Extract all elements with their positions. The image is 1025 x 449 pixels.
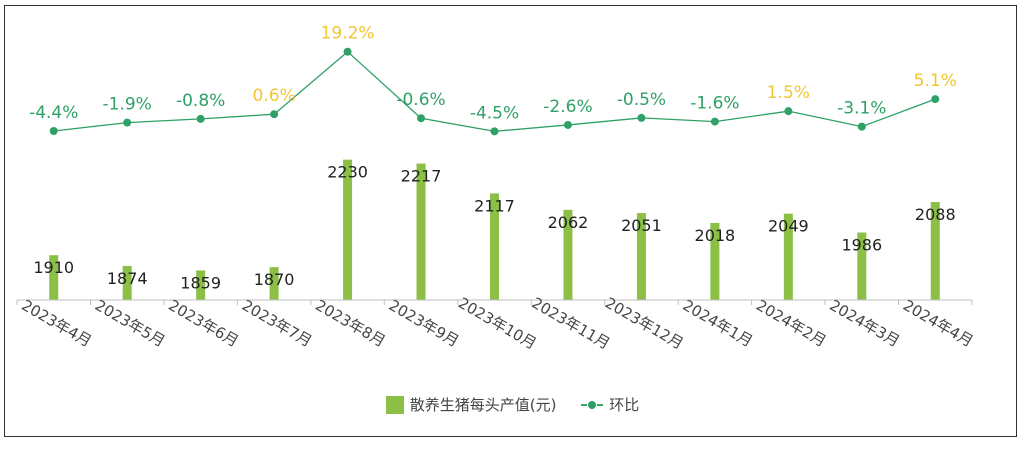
bar-value-label-9: 2051 [621,216,662,235]
line-value-label-1: -4.4% [29,103,78,123]
bar-10[interactable] [710,222,720,300]
line-point-3[interactable] [196,114,205,123]
line-point-4[interactable] [270,110,279,119]
line-value-label-3: -0.8% [176,91,225,111]
bar-2[interactable] [122,265,132,300]
bar-value-label-12: 1986 [841,236,882,255]
line-point-6[interactable] [417,114,426,123]
x-tick-label-2: 2023年5月 [92,296,168,350]
legend-item-line[interactable]: 环比 [581,394,639,415]
line-value-label-6: -0.6% [396,90,445,110]
bar-12[interactable] [857,232,867,300]
line-point-8[interactable] [563,120,572,129]
line-value-label-10: -1.6% [690,94,739,114]
line-value-label-11: 1.5% [767,83,810,103]
x-tick-label-9: 2023年12月 [602,294,687,353]
line-value-label-12: -3.1% [837,99,886,119]
bar-value-label-4: 1870 [254,270,295,289]
line-point-7[interactable] [490,127,499,136]
bar-value-label-1: 1910 [33,258,74,277]
legend-label-line: 环比 [609,396,640,414]
bar-value-label-10: 2018 [695,226,736,245]
bar-13[interactable] [930,202,940,300]
line-point-1[interactable] [49,127,58,135]
line-value-label-13: 5.1% [914,71,957,91]
chart-frame [4,5,1017,437]
x-tick-label-12: 2024年3月 [827,296,903,350]
x-tick-label-6: 2023年9月 [386,296,462,350]
bar-value-label-8: 2062 [548,213,589,232]
line-value-label-8: -2.6% [543,97,592,117]
bar-value-label-6: 2217 [401,167,442,186]
bar-8[interactable] [563,209,573,300]
bar-4[interactable] [269,267,279,300]
chart-legend: 散养生猪每头产值(元) 环比 [0,394,1025,418]
x-tick-label-11: 2024年2月 [753,296,829,350]
line-point-5[interactable] [343,47,352,56]
line-value-label-5: 19.2% [321,24,375,44]
line-value-label-2: -1.9% [103,95,152,115]
legend-swatch-bar [385,395,404,414]
line-value-label-7: -4.5% [470,103,519,123]
x-tick-label-4: 2023年7月 [239,296,315,350]
x-tick-label-5: 2023年8月 [312,296,388,350]
line-point-9[interactable] [637,113,646,122]
legend-swatch-line [581,396,604,414]
bar-value-label-5: 2230 [327,163,368,182]
line-point-13[interactable] [931,95,940,104]
bar-11[interactable] [783,213,793,300]
line-value-label-9: -0.5% [617,90,666,110]
line-point-11[interactable] [784,107,793,116]
bar-6[interactable] [416,163,426,300]
bar-5[interactable] [343,159,353,300]
line-point-10[interactable] [710,117,719,126]
bar-7[interactable] [490,193,499,300]
bar-value-label-7: 2117 [474,196,515,215]
bar-value-label-2: 1874 [107,269,148,288]
x-tick-label-13: 2024年4月 [900,296,976,350]
x-tick-label-1: 2023年4月 [18,296,94,350]
bar-value-label-11: 2049 [768,217,809,236]
x-tick-label-8: 2023年11月 [529,294,614,353]
line-value-label-4: 0.6% [253,86,296,106]
line-point-12[interactable] [857,122,866,131]
x-tick-label-3: 2023年6月 [165,296,241,350]
legend-item-bar[interactable]: 散养生猪每头产值(元) [385,394,557,415]
x-tick-label-10: 2024年1月 [680,296,756,350]
bar-value-label-3: 1859 [180,273,221,292]
bar-9[interactable] [636,213,646,300]
x-tick-label-7: 2023年10月 [455,294,540,353]
line-point-2[interactable] [123,118,132,127]
legend-label-bar: 散养生猪每头产值(元) [409,396,557,414]
bar-value-label-13: 2088 [915,205,956,224]
bar-1[interactable] [49,255,59,300]
bar-3[interactable] [196,270,206,300]
